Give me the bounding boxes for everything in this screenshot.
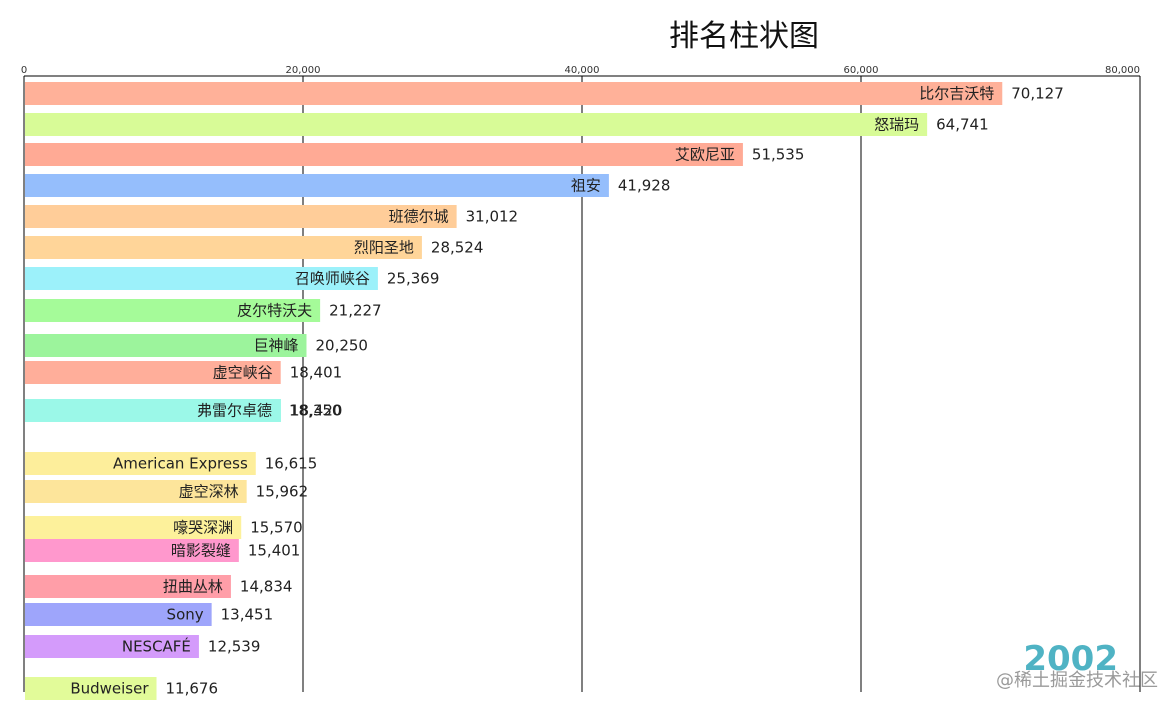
year-label: 2002 xyxy=(1023,639,1118,679)
bar-value-label: 11,676 xyxy=(166,680,219,698)
bar-value-label: 18,401 xyxy=(290,364,343,382)
bar xyxy=(25,143,743,166)
bar-value-label: 25,369 xyxy=(387,270,440,288)
bar xyxy=(25,267,378,290)
bar-value-label: 70,127 xyxy=(1011,85,1064,103)
bar xyxy=(25,82,1003,105)
bar-name-label: 召唤师峡谷 xyxy=(295,270,370,288)
chart-title: 排名柱状图 xyxy=(669,19,819,54)
bar xyxy=(25,480,247,503)
bar-name-label: 烈阳圣地 xyxy=(354,239,414,257)
bar-name-label: NESCAFÉ xyxy=(122,637,191,656)
bar-name-label: American Express xyxy=(113,455,248,473)
bar-name-label: 暗影裂缝 xyxy=(171,542,231,560)
bar-name-label: Budweiser xyxy=(70,680,149,698)
bar xyxy=(25,516,242,539)
bars-group: 比尔吉沃特 70,127 怒瑞玛 64,741 艾欧尼亚 51,535 祖安 41,928 班德… xyxy=(25,82,1064,700)
bar-value-label: 41,928 xyxy=(618,177,671,195)
bar xyxy=(25,113,928,136)
bar-value-label: 15,570 xyxy=(250,519,302,537)
bar-name-label: 班德尔城 xyxy=(389,208,449,226)
bar-name-label: 扭曲丛林 xyxy=(163,578,223,596)
watermark: @稀土掘金技术社区 xyxy=(996,670,1158,691)
bar xyxy=(25,361,281,384)
bar-value-label: 28,524 xyxy=(431,239,484,257)
bar-value-label: 21,227 xyxy=(329,302,382,320)
bar xyxy=(25,174,609,197)
bar-value-label: 13,451 xyxy=(221,606,274,624)
bar-value-label: 51,535 xyxy=(752,146,805,164)
x-tick-label: 20,000 xyxy=(286,65,321,76)
bar-value-label: 15,401 xyxy=(248,542,300,560)
bar-name-label: 弗雷尔卓德 xyxy=(197,402,272,420)
bar xyxy=(25,677,157,700)
bar xyxy=(25,635,199,658)
bar xyxy=(25,539,239,562)
bar-value-label: 16,615 xyxy=(265,455,318,473)
x-tick-label: 40,000 xyxy=(565,65,600,76)
bar-value-label: 15,962 xyxy=(256,483,309,501)
bar xyxy=(25,236,422,259)
bar xyxy=(25,575,231,598)
bar-value-label: 18,350 xyxy=(289,402,342,420)
bar-name-label: 虚空深林 xyxy=(179,483,239,501)
bar xyxy=(25,205,457,228)
bar-value-label: 31,012 xyxy=(466,208,519,226)
bar xyxy=(25,452,256,475)
x-axis: 0 20,000 40,000 60,000 80,000 xyxy=(21,65,1141,692)
bar-name-label: 巨神峰 xyxy=(253,337,298,355)
bar xyxy=(25,399,280,422)
bar-value-label: 14,834 xyxy=(240,578,293,596)
x-tick-label: 60,000 xyxy=(844,65,879,76)
bar-name-label: 虚空峡谷 xyxy=(213,364,273,382)
bar-name-label: 皮尔特沃夫 xyxy=(237,302,312,320)
x-tick-label: 0 xyxy=(21,65,27,76)
bar-name-label: 艾欧尼亚 xyxy=(675,146,735,164)
bar-name-label: 嚎哭深渊 xyxy=(173,519,233,537)
bar xyxy=(25,299,321,322)
bar-name-label: 怒瑞玛 xyxy=(874,116,919,134)
bar-value-label: 12,539 xyxy=(208,638,261,656)
bar-value-label: 20,250 xyxy=(315,337,368,355)
bar xyxy=(25,334,307,357)
bar-name-label: 祖安 xyxy=(571,177,601,195)
bar-name-label: 比尔吉沃特 xyxy=(919,85,994,103)
bar-value-label: 18,420 xyxy=(290,402,343,420)
bar-value-label: 64,741 xyxy=(936,116,989,134)
bar xyxy=(25,603,212,626)
x-tick-label: 80,000 xyxy=(1105,65,1140,76)
bar-name-label: Sony xyxy=(167,606,204,624)
